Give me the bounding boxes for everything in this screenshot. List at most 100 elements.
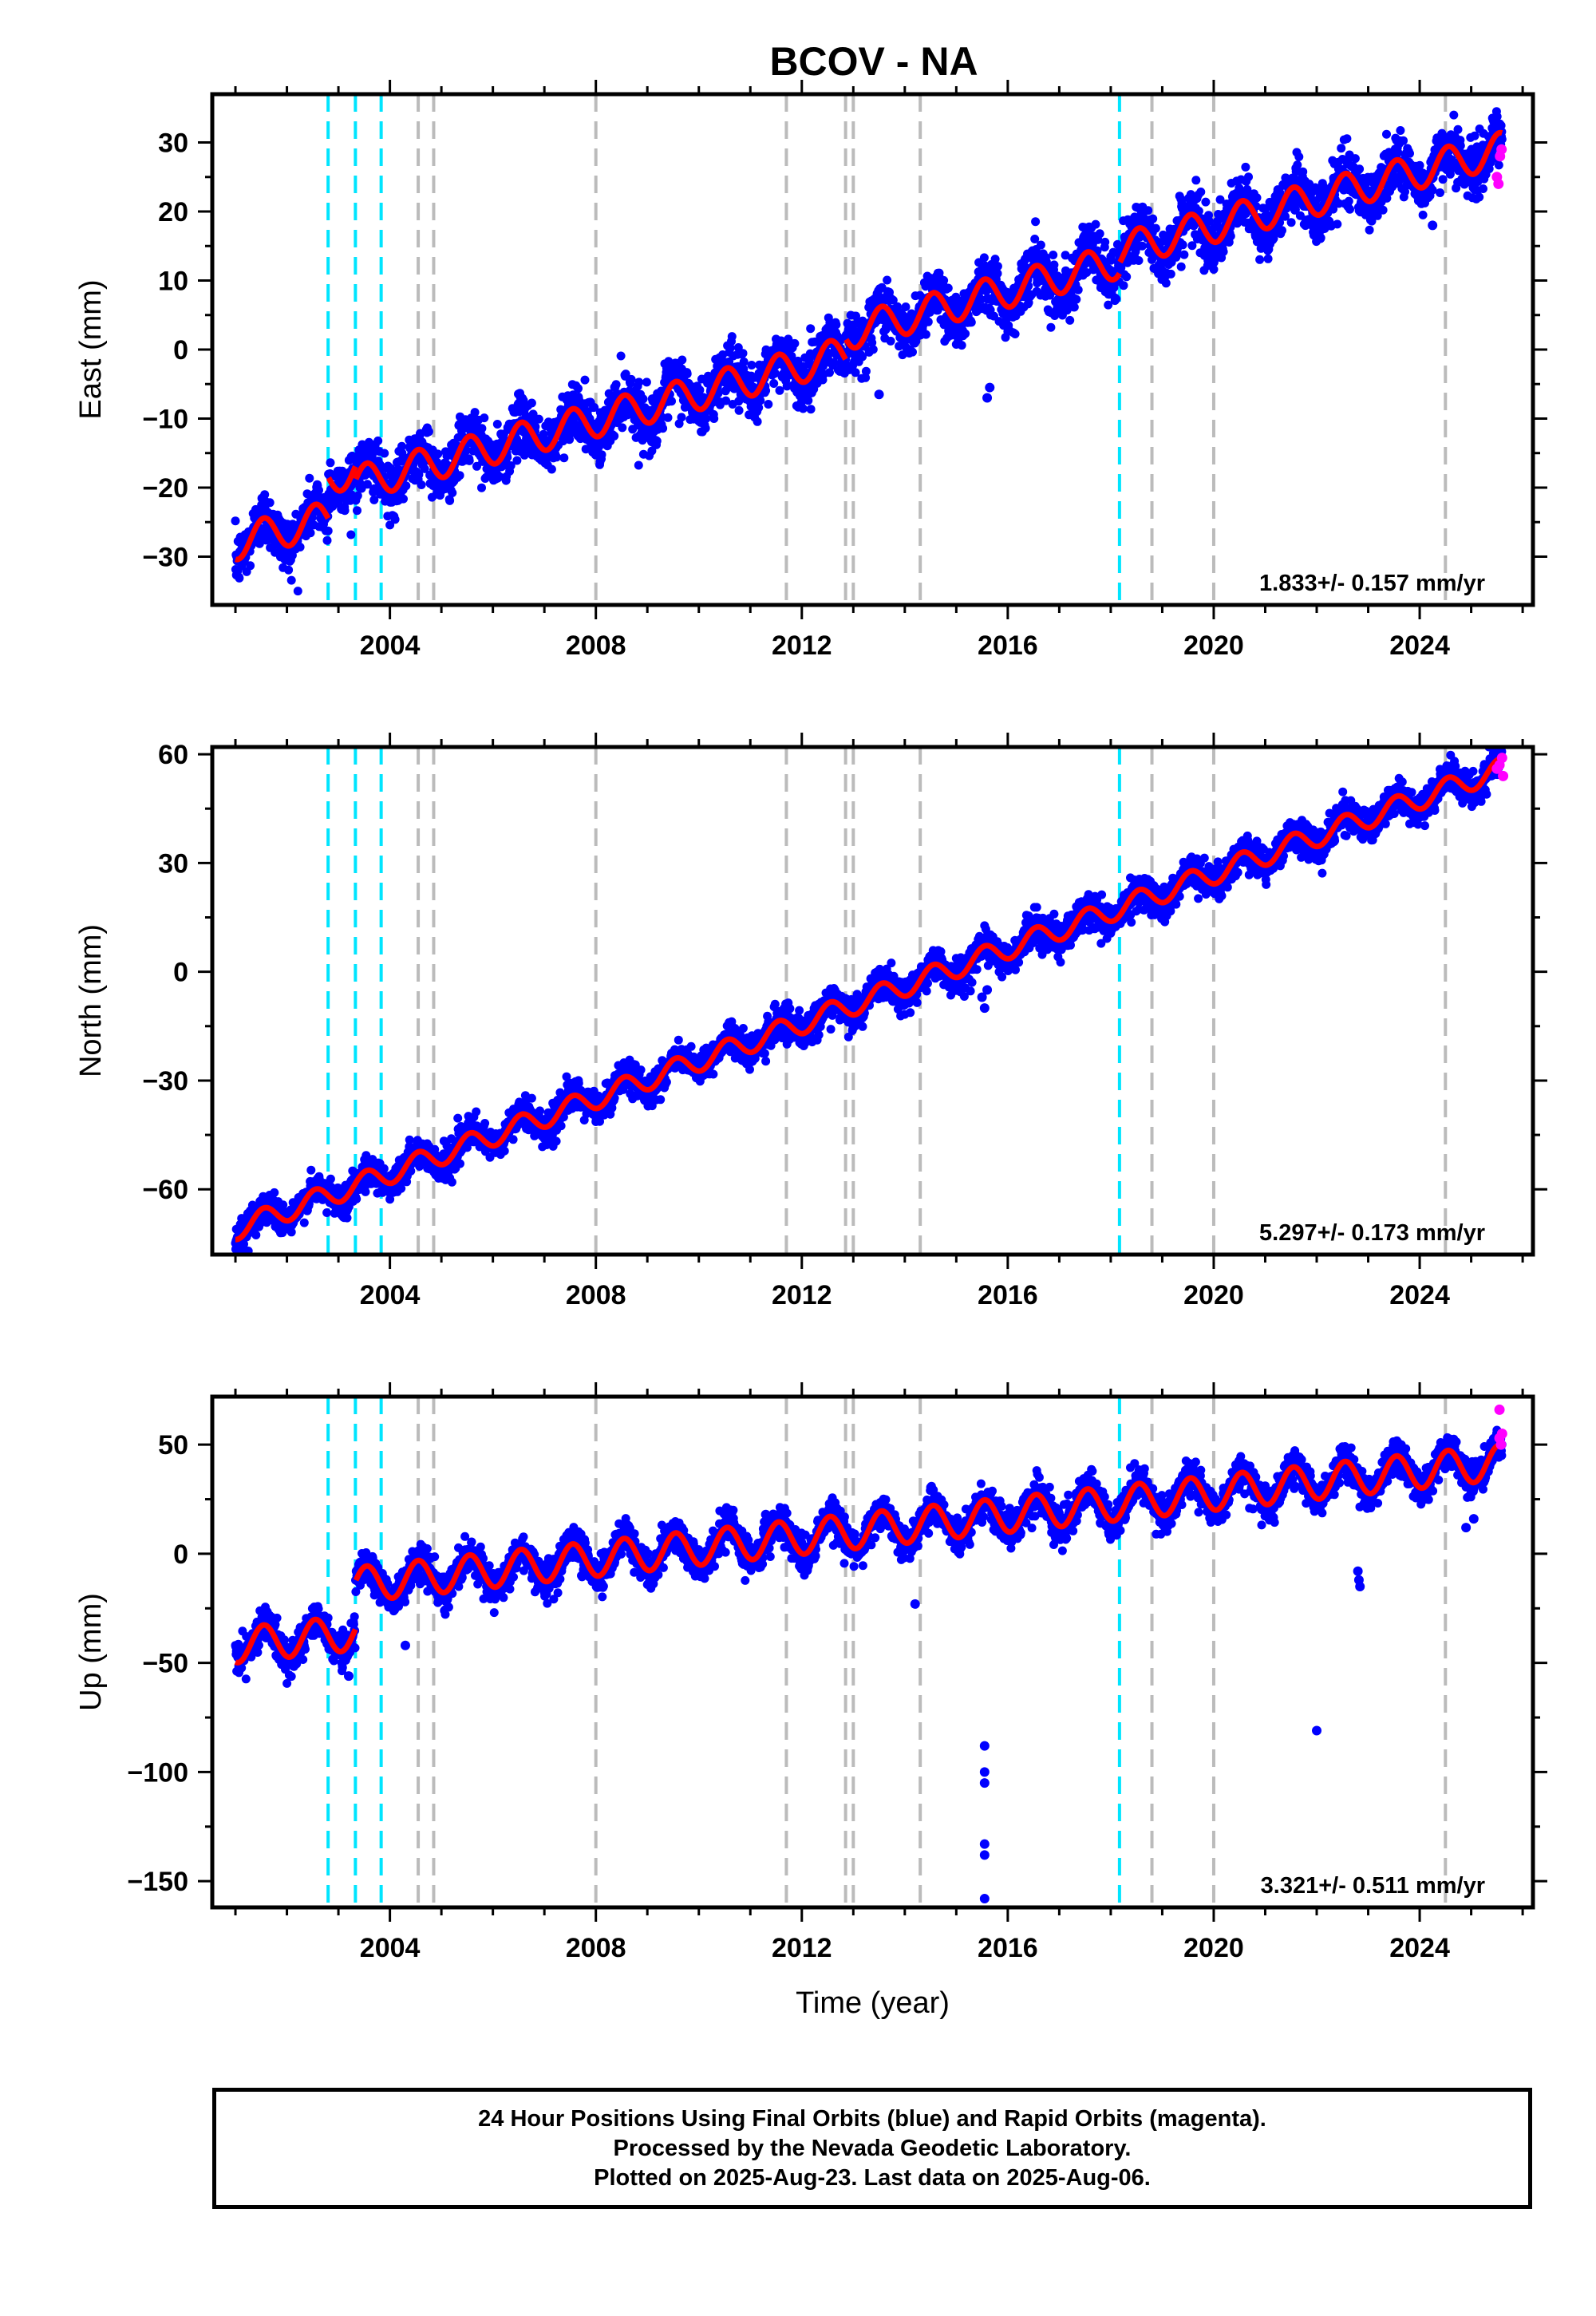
data-point (480, 413, 489, 423)
data-point (373, 436, 383, 445)
data-point (353, 491, 362, 500)
final-orbit-points (231, 107, 1507, 596)
data-point (1151, 223, 1160, 233)
data-point (734, 405, 744, 415)
data-point (390, 515, 400, 524)
y-tick-label: −20 (142, 473, 188, 504)
data-point (231, 516, 240, 526)
data-point (775, 385, 784, 395)
data-point (769, 379, 779, 388)
data-point (682, 370, 692, 378)
data-point (527, 398, 536, 408)
data-point (506, 461, 516, 470)
chart-title: BCOV - NA (769, 39, 978, 84)
data-point (1179, 250, 1189, 259)
data-point (580, 375, 590, 385)
data-point (417, 480, 426, 489)
data-point (939, 275, 949, 285)
data-point (1191, 176, 1201, 185)
data-point (445, 496, 455, 505)
data-point (806, 405, 816, 414)
data-point (868, 345, 878, 354)
data-point (790, 338, 800, 348)
data-point (597, 450, 606, 460)
data-point (326, 458, 335, 468)
data-point (764, 400, 773, 409)
data-point (559, 453, 569, 463)
data-point (943, 283, 953, 293)
rate-annotation: 1.833+/- 0.157 mm/yr (1259, 571, 1485, 596)
x-tick-label: 2016 (978, 630, 1038, 661)
data-point (385, 520, 395, 530)
x-tick-label: 2020 (1183, 630, 1244, 661)
data-point (727, 332, 737, 342)
data-point (512, 456, 522, 465)
data-point (353, 506, 361, 516)
outlier-point (874, 389, 884, 400)
data-point (539, 429, 548, 439)
data-point (340, 506, 350, 516)
data-point (678, 355, 687, 365)
data-point (448, 488, 457, 497)
data-point (500, 1146, 509, 1156)
data-point (658, 424, 668, 433)
data-point (966, 318, 976, 327)
outlier-point (1428, 220, 1438, 231)
data-point (642, 377, 651, 387)
data-point (1244, 172, 1253, 182)
data-point (667, 397, 676, 406)
data-point (1073, 285, 1083, 294)
data-point (322, 1208, 332, 1217)
data-point (1333, 219, 1342, 229)
x-tick-label: 2024 (1389, 630, 1450, 661)
data-point (1365, 225, 1374, 235)
data-point (979, 253, 989, 263)
data-point (1065, 315, 1075, 325)
data-point (284, 565, 294, 575)
data-point (1438, 175, 1448, 184)
data-point (1134, 256, 1144, 265)
data-point (957, 341, 966, 350)
data-point (1278, 226, 1286, 235)
data-point (806, 324, 816, 334)
data-point (369, 495, 379, 504)
data-point (1226, 231, 1235, 241)
data-point (293, 587, 302, 596)
data-point (472, 1107, 481, 1117)
data-point (534, 414, 543, 424)
data-point (1196, 188, 1206, 196)
data-point (1100, 237, 1110, 247)
data-point (477, 424, 487, 433)
data-point (447, 1177, 456, 1187)
data-point (652, 437, 662, 446)
data-point (346, 530, 356, 539)
data-point (508, 1135, 518, 1144)
data-point (547, 464, 556, 474)
data-point (798, 404, 808, 413)
data-point (1415, 160, 1424, 170)
rapid-orbit-point (1496, 144, 1507, 155)
data-point (1036, 240, 1045, 250)
data-point (1010, 330, 1020, 338)
data-point (901, 302, 911, 311)
data-point (638, 394, 648, 404)
data-point (1072, 294, 1081, 304)
data-point (1405, 148, 1414, 158)
data-point (380, 449, 389, 458)
data-point (270, 1188, 279, 1197)
data-point (1178, 240, 1187, 250)
y-axis-title: East (mm) (74, 279, 108, 419)
data-point (701, 424, 710, 433)
outlier-point (985, 382, 995, 393)
rapid-orbit-point (1493, 178, 1504, 189)
data-point (433, 449, 443, 459)
data-point (1241, 162, 1250, 172)
data-point (456, 1159, 464, 1168)
data-point (1161, 279, 1171, 288)
data-point (1294, 152, 1304, 161)
data-point (455, 471, 464, 480)
data-point (616, 351, 626, 361)
y-tick-label: −30 (142, 542, 188, 572)
